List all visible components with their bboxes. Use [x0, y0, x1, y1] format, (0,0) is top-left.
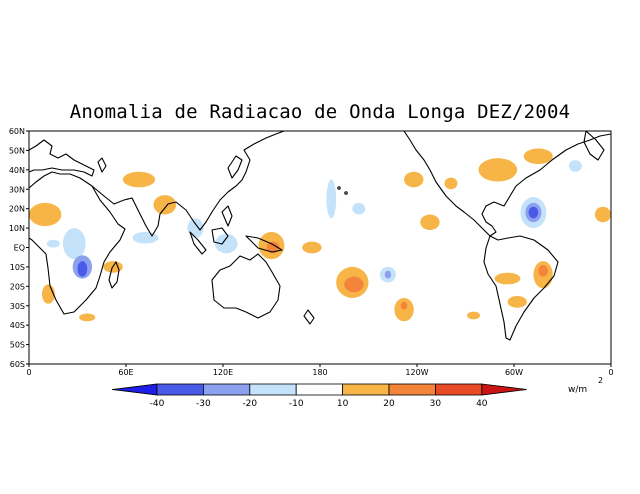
anomaly-region: [420, 214, 440, 231]
colorbar-tick-label: 10: [337, 399, 349, 409]
coast-asia: [91, 131, 285, 237]
anomaly-region: [528, 206, 539, 219]
colorbar: -40 -30 -20 -10 10 20 30 40 w/m 2: [111, 376, 603, 409]
colorbar-segment: [111, 383, 158, 396]
coast-south-america: [483, 235, 559, 341]
lat-label: 40N: [9, 166, 25, 175]
anomaly-region: [46, 239, 60, 248]
coast-new-guinea: [245, 235, 283, 253]
anomaly-region: [77, 261, 88, 277]
coast-hawaii: [337, 186, 341, 190]
latitude-axis: 60N 50N 40N 30N 20N 10N EQ 10S 20S 30S 40S 50S 60S: [9, 127, 29, 369]
coast-caspian: [97, 157, 107, 173]
anomaly-region: [302, 241, 322, 254]
colorbar-unit-superscript: 2: [598, 376, 603, 385]
anomaly-region: [444, 177, 458, 190]
anomaly-region: [29, 202, 62, 227]
lat-label: 30N: [9, 185, 25, 194]
colorbar-segment: [388, 383, 436, 396]
colorbar-tick-label: -40: [150, 399, 165, 409]
anomaly-region: [394, 297, 414, 322]
lon-label: 0: [608, 368, 613, 377]
coast-hawaii: [344, 191, 348, 195]
lon-label: 60E: [118, 368, 133, 377]
lat-label: 20S: [10, 282, 25, 291]
anomaly-region: [400, 301, 408, 310]
lon-label: 180: [312, 368, 327, 377]
anomaly-region: [568, 160, 582, 172]
anomaly-region: [62, 228, 86, 260]
coast-philippines: [221, 205, 233, 227]
anomaly-region: [384, 270, 392, 279]
lon-label: 60W: [505, 368, 523, 377]
anomaly-region: [494, 272, 521, 285]
lat-label: 10N: [9, 224, 25, 233]
longitude-axis: 0 60E 120E 180 120W 60W 0: [26, 364, 614, 377]
lon-label: 120E: [213, 368, 233, 377]
anomaly-region: [79, 313, 96, 322]
anomaly-region: [352, 202, 366, 215]
anomaly-region: [523, 148, 553, 165]
coast-australia: [211, 253, 281, 319]
colorbar-tick-label: -10: [289, 399, 304, 409]
colorbar-segment: [202, 383, 251, 396]
colorbar-tick-label: 20: [383, 399, 395, 409]
coast-madagascar: [108, 261, 120, 289]
coast-africa: [29, 171, 126, 315]
coastlines: [29, 131, 611, 341]
colorbar-segment: [156, 383, 204, 396]
anomaly-field: [29, 148, 611, 322]
lon-label: 120W: [405, 368, 428, 377]
map-title: Anomalia de Radiacao de Onda Longa DEZ/2…: [69, 101, 571, 123]
coast-north-america: [403, 131, 611, 237]
anomaly-region: [538, 264, 548, 277]
coast-japan: [227, 155, 243, 179]
lat-label: 10S: [10, 263, 25, 272]
lat-label: 60N: [9, 127, 25, 136]
anomaly-region: [404, 171, 424, 188]
anomaly-region: [214, 233, 238, 254]
lon-label: 0: [26, 368, 31, 377]
anomaly-region: [326, 179, 337, 219]
colorbar-tick-label: -30: [196, 399, 211, 409]
coast-greenland: [583, 131, 605, 161]
lat-label: 60S: [10, 360, 25, 369]
lat-label: 40S: [10, 321, 25, 330]
lat-label: 30S: [10, 302, 25, 311]
anomaly-region: [266, 241, 280, 254]
anomaly-region: [478, 158, 518, 182]
coast-new-zealand: [303, 309, 315, 325]
anomaly-region: [122, 171, 156, 188]
lat-label: 20N: [9, 205, 25, 214]
colorbar-unit: w/m: [568, 385, 587, 395]
lat-label: 50N: [9, 146, 25, 155]
colorbar-tick-label: 40: [476, 399, 488, 409]
coast-borneo: [211, 227, 229, 245]
coast-europe: [29, 139, 95, 177]
colorbar-segment: [434, 383, 483, 396]
anomaly-region: [344, 276, 364, 293]
coast-sumatra: [189, 231, 207, 255]
colorbar-tick-label: 30: [430, 399, 442, 409]
colorbar-segment: [481, 383, 527, 396]
colorbar-segment: [249, 383, 297, 396]
anomaly-region: [594, 206, 611, 223]
anomaly-region: [153, 195, 177, 215]
colorbar-segment: [295, 383, 344, 396]
lat-label: 50S: [10, 341, 25, 350]
colorbar-tick-label: -20: [242, 399, 257, 409]
anomaly-region: [507, 296, 527, 308]
colorbar-segment: [342, 383, 390, 396]
anomaly-region: [132, 231, 159, 244]
lat-label: EQ: [14, 244, 25, 253]
anomaly-region: [467, 311, 481, 320]
